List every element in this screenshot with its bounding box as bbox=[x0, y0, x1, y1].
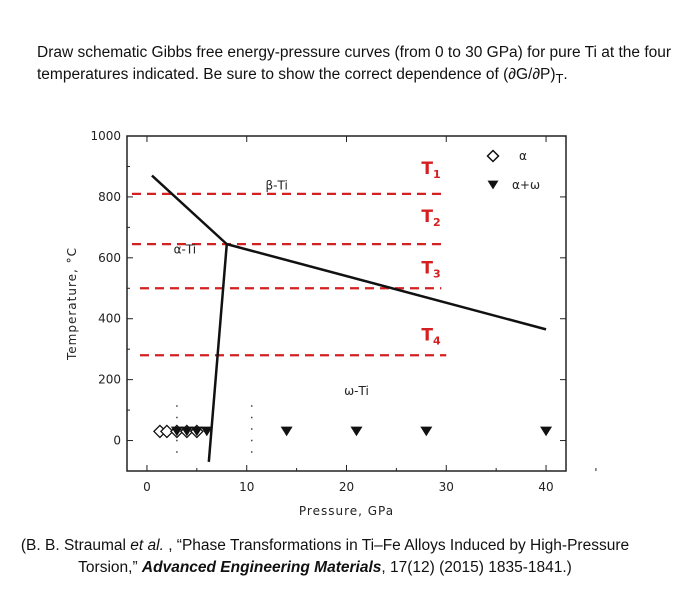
data-point-alpha-omega bbox=[180, 426, 193, 437]
y-tick-label: 0 bbox=[113, 434, 121, 448]
data-point-alpha-omega bbox=[540, 426, 553, 437]
data-point-alpha bbox=[159, 424, 174, 439]
citation-details: , 17(12) (2015) 1835-1841.) bbox=[381, 559, 572, 576]
y-tick-label: 200 bbox=[98, 373, 121, 387]
x-tick-label: 20 bbox=[339, 480, 354, 494]
question-end: . bbox=[563, 66, 568, 83]
y-tick-label: 600 bbox=[98, 251, 121, 265]
phase-boundary bbox=[207, 244, 229, 462]
data-point-alpha-omega bbox=[170, 426, 183, 437]
data-point-alpha-omega bbox=[200, 426, 213, 437]
temperature-label-T2: T2 bbox=[421, 207, 440, 229]
region-label: α-Ti bbox=[174, 242, 197, 256]
temperature-label-T1: T1 bbox=[421, 159, 440, 181]
y-tick-label: 400 bbox=[98, 312, 121, 326]
citation-etal: et al. bbox=[130, 537, 164, 554]
citation-authors: (B. B. Straumal bbox=[20, 537, 131, 554]
x-tick-label: 0 bbox=[143, 480, 151, 494]
plot-frame bbox=[126, 135, 567, 472]
x-tick-label: 30 bbox=[439, 480, 454, 494]
x-tick-label: 40 bbox=[538, 480, 553, 494]
question-text: Draw schematic Gibbs free energy-pressur… bbox=[37, 42, 677, 90]
data-point-alpha-omega bbox=[190, 426, 203, 437]
data-point-alpha-omega bbox=[350, 426, 363, 437]
y-tick-label: 800 bbox=[98, 190, 121, 204]
question-subscript: T bbox=[555, 71, 564, 87]
temperature-label-T4: T4 bbox=[421, 325, 441, 347]
temperature-label-T3: T3 bbox=[421, 258, 440, 280]
legend-label-alpha-omega: α+ω bbox=[512, 178, 540, 192]
y-tick-label: 1000 bbox=[90, 129, 121, 143]
question-body: Draw schematic Gibbs free energy-pressur… bbox=[37, 44, 672, 83]
region-label: β-Ti bbox=[266, 178, 288, 192]
x-axis-label: Pressure, GPa bbox=[299, 504, 394, 518]
x-tick-label: 10 bbox=[239, 480, 254, 494]
citation-journal: Advanced Engineering Materials bbox=[141, 559, 382, 576]
region-label: ω-Ti bbox=[344, 384, 369, 398]
citation: (B. B. Straumal et al. , “Phase Transfor… bbox=[0, 535, 650, 579]
y-axis-label: Temperature, °C bbox=[65, 247, 79, 361]
data-point-alpha-omega bbox=[420, 426, 433, 437]
data-point-alpha-omega bbox=[280, 426, 293, 437]
phase-boundary bbox=[151, 174, 228, 246]
legend-marker-alpha-omega bbox=[487, 180, 499, 190]
citation-title: , “Phase Transformations in Ti–Fe Alloys… bbox=[78, 537, 630, 576]
legend-marker-alpha bbox=[486, 149, 500, 163]
phase-boundary bbox=[226, 242, 547, 331]
legend-label-alpha: α bbox=[519, 149, 527, 163]
